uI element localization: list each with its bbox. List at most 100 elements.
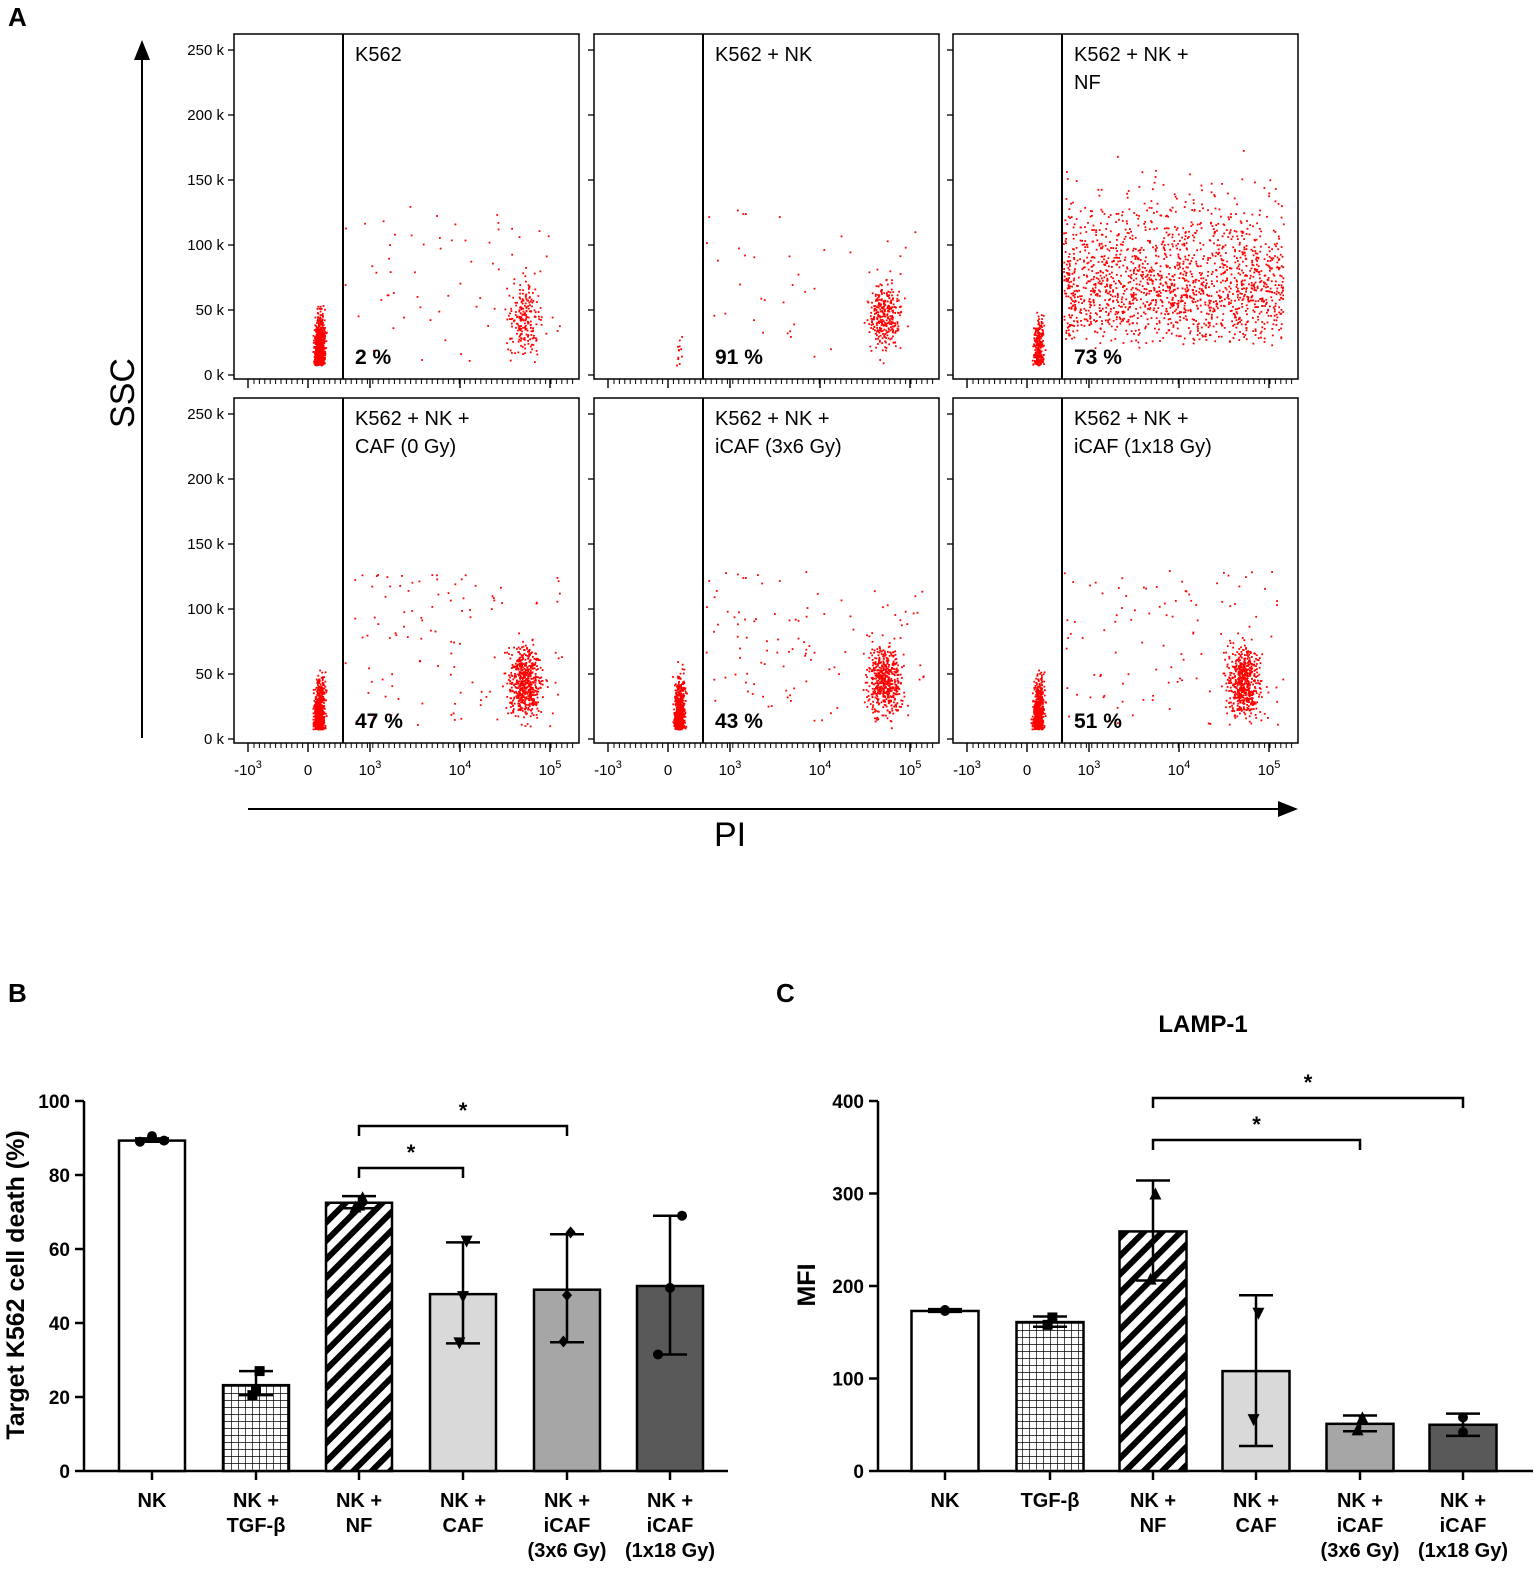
- facs-dot: [905, 247, 907, 249]
- facs-dot: [1183, 312, 1185, 314]
- facs-dot: [1184, 302, 1186, 304]
- facs-dot: [830, 348, 832, 350]
- facs-dot: [789, 256, 791, 258]
- facs-dot: [883, 320, 885, 322]
- facs-dot: [1172, 275, 1174, 277]
- facs-dot: [1186, 280, 1188, 282]
- facs-dot: [522, 681, 524, 683]
- facs-dot: [1255, 258, 1257, 260]
- facs-dot: [536, 354, 538, 356]
- facs-dot: [1116, 257, 1118, 259]
- facs-dot: [532, 694, 534, 696]
- facs-dot: [1186, 297, 1188, 299]
- facs-dot: [1071, 315, 1073, 317]
- facs-dot: [319, 337, 321, 339]
- facs-dot: [892, 328, 894, 330]
- facs-dot: [1111, 266, 1113, 268]
- facs-dot: [492, 263, 494, 265]
- facs-dot: [1186, 242, 1188, 244]
- facs-dot: [1102, 272, 1104, 274]
- facs-dot: [1185, 309, 1187, 311]
- facs-dot: [557, 330, 559, 332]
- facs-dot: [535, 337, 537, 339]
- facs-dot: [790, 336, 792, 338]
- facs-dot: [1278, 203, 1280, 205]
- facs-dot: [889, 307, 891, 309]
- facs-dot: [1237, 296, 1239, 298]
- facs-dot: [725, 313, 727, 315]
- facs-dot: [313, 719, 315, 721]
- facs-dot: [317, 308, 319, 310]
- facs-dot: [438, 594, 440, 596]
- facs-dot: [1261, 326, 1263, 328]
- facs-dot: [318, 323, 320, 325]
- facs-dot: [1043, 315, 1045, 317]
- facs-dot: [1101, 209, 1103, 211]
- facs-dot: [504, 652, 506, 654]
- facs-dot: [1081, 324, 1083, 326]
- facs-dot: [1115, 311, 1117, 313]
- facs-dot: [1200, 248, 1202, 250]
- facs-dot: [1089, 304, 1091, 306]
- facs-dot: [1077, 330, 1079, 332]
- facs-dot: [364, 223, 366, 225]
- facs-dot: [1066, 198, 1068, 200]
- facs-dot: [537, 697, 539, 699]
- facs-dot: [1226, 261, 1228, 263]
- facs-dot: [1140, 307, 1142, 309]
- facs-dot: [319, 695, 321, 697]
- facs-x-tick-exponent: 3: [256, 759, 262, 771]
- facs-dot: [1179, 277, 1181, 279]
- facs-dot: [1122, 319, 1124, 321]
- facs-dot: [1143, 249, 1145, 251]
- facs-dot: [1186, 285, 1188, 287]
- facs-dot: [1132, 287, 1134, 289]
- facs-dot: [870, 312, 872, 314]
- facs-dot: [1190, 310, 1192, 312]
- facs-dot: [460, 692, 462, 694]
- facs-dot: [1234, 277, 1236, 279]
- facs-dot: [1281, 276, 1283, 278]
- facs-dot: [1190, 330, 1192, 332]
- facs-dot: [1065, 332, 1067, 334]
- facs-dot: [1110, 247, 1112, 249]
- facs-dot: [871, 350, 873, 352]
- facs-dot: [505, 309, 507, 311]
- facs-dot: [1252, 250, 1254, 252]
- facs-dot: [388, 294, 390, 296]
- facs-dot: [1232, 293, 1234, 295]
- facs-dot: [529, 684, 531, 686]
- facs-dot: [1182, 227, 1184, 229]
- facs-dot: [1202, 290, 1204, 292]
- facs-dot: [1276, 288, 1278, 290]
- facs-dot: [891, 289, 893, 291]
- facs-dot: [1128, 190, 1130, 192]
- facs-dot: [530, 665, 532, 667]
- facs-dot: [324, 358, 326, 360]
- facs-dot: [1158, 329, 1160, 331]
- facs-dot: [391, 673, 393, 675]
- facs-dot: [1257, 319, 1259, 321]
- facs-dot: [1252, 225, 1254, 227]
- facs-dot: [533, 335, 535, 337]
- facs-dot: [1213, 243, 1215, 245]
- facs-dot: [1231, 238, 1233, 240]
- facs-dot: [1166, 290, 1168, 292]
- facs-dot: [1156, 317, 1158, 319]
- facs-dot: [529, 297, 531, 299]
- facs-dot: [1136, 283, 1138, 285]
- facs-dot: [1185, 235, 1187, 237]
- facs-dot: [1066, 330, 1068, 332]
- facs-dot: [1138, 329, 1140, 331]
- facs-dot: [753, 319, 755, 321]
- facs-dot: [880, 321, 882, 323]
- facs-dot: [1183, 317, 1185, 319]
- facs-dot: [1271, 300, 1273, 302]
- facs-dot: [1105, 320, 1107, 322]
- facs-dot: [1236, 267, 1238, 269]
- facs-dot: [507, 349, 509, 351]
- facs-dot: [1131, 330, 1133, 332]
- facs-dot: [1241, 222, 1243, 224]
- facs-dot: [1228, 302, 1230, 304]
